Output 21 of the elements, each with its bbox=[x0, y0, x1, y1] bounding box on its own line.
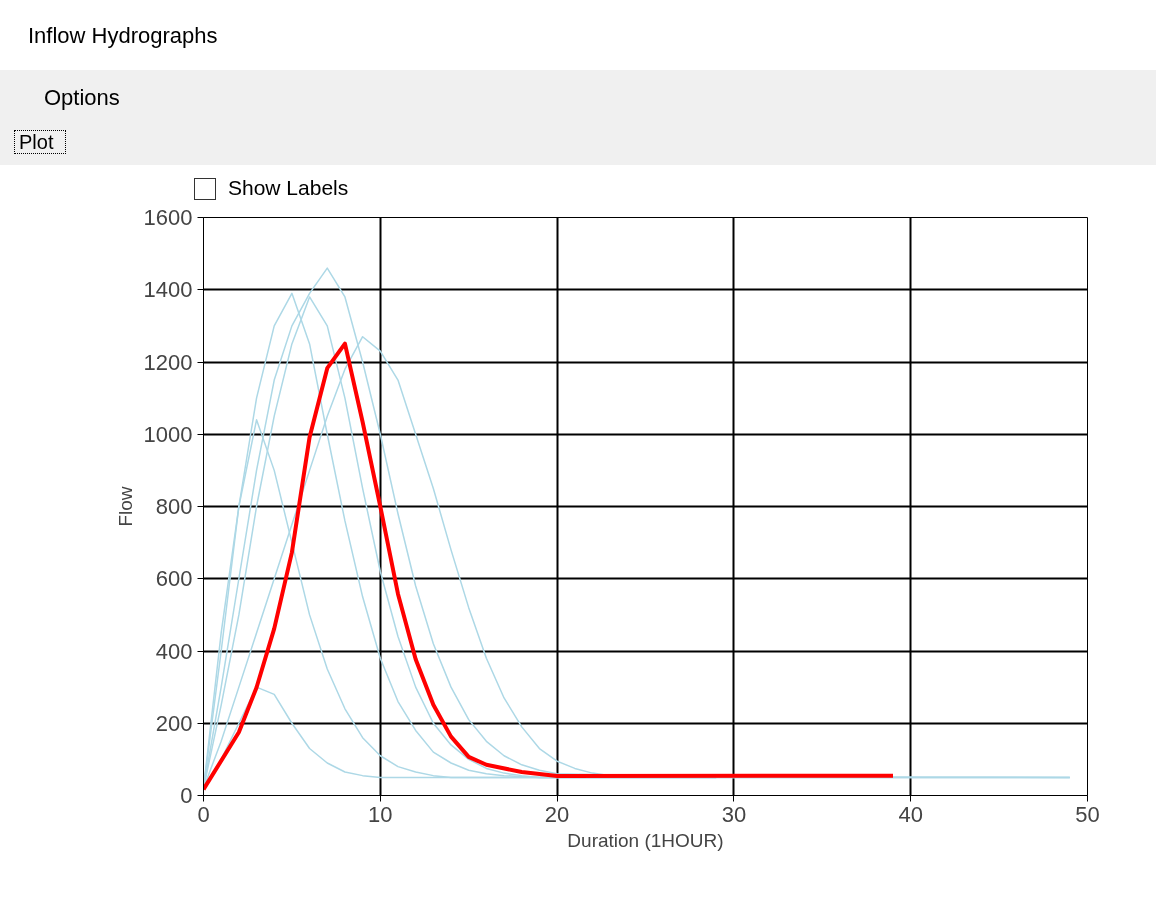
x-tick-label: 10 bbox=[368, 801, 393, 827]
y-tick-label: 400 bbox=[155, 638, 193, 664]
text: Show Labels bbox=[227, 175, 349, 201]
x-tick-label: 30 bbox=[721, 801, 747, 827]
y-tick-label: 200 bbox=[155, 710, 193, 736]
y-tick-label: 1600 bbox=[143, 205, 193, 230]
x-tick-label: 50 bbox=[1075, 801, 1100, 827]
y-tick-label: 600 bbox=[155, 566, 193, 592]
y-tick-label: 800 bbox=[155, 494, 193, 519]
x-tick-label: 0 bbox=[197, 801, 210, 827]
x-tick-label: 20 bbox=[544, 801, 570, 827]
y-tick-label: 1400 bbox=[143, 277, 193, 303]
y-tick-label: 1000 bbox=[143, 421, 193, 447]
y-tick-label: 1200 bbox=[143, 349, 193, 375]
chart-title: Inflow Hydrographs bbox=[28, 22, 218, 50]
text: Plot bbox=[14, 130, 67, 154]
y-axis-title: Flow bbox=[114, 486, 136, 527]
x-tick-label: 40 bbox=[898, 801, 923, 827]
x-axis-title: Duration (1HOUR) bbox=[567, 829, 724, 851]
text: Options bbox=[44, 84, 120, 112]
y-tick-label: 0 bbox=[180, 783, 193, 808]
